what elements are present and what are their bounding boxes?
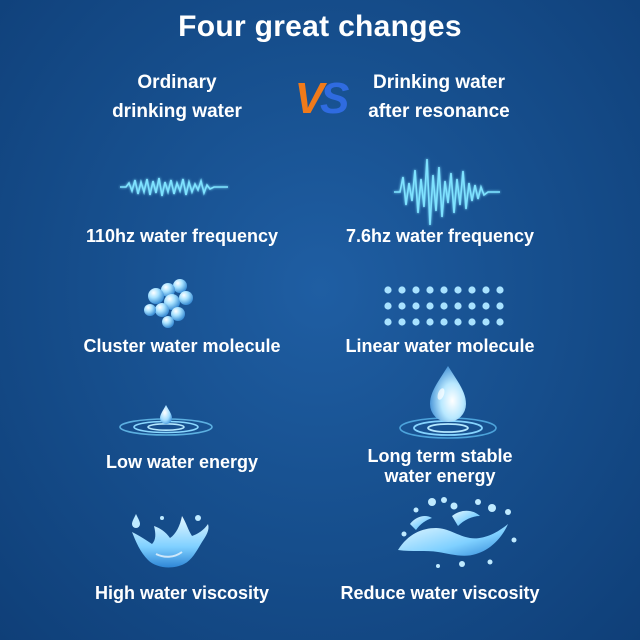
right-frequency-label: 7.6hz water frequency: [345, 226, 535, 246]
page-title: Four great changes: [178, 10, 462, 43]
large-wave-icon: [394, 158, 500, 226]
small-drop-ripple-icon: [119, 405, 213, 436]
left-frequency-label: 110hz water frequency: [85, 226, 279, 246]
left-header-line-1: Ordinary: [137, 72, 217, 93]
right-header-line-1: Drinking water: [373, 72, 505, 93]
left-molecule-label: Cluster water molecule: [83, 336, 281, 356]
left-viscosity-label: High water viscosity: [94, 583, 270, 603]
right-energy-label: Long term stable water energy: [310, 446, 570, 486]
left-column-header: Ordinary drinking water: [72, 68, 282, 126]
small-wave-icon: [120, 177, 228, 197]
molecule-grid-icon: [384, 286, 504, 326]
right-viscosity-label: Reduce water viscosity: [340, 583, 540, 603]
left-energy-label: Low water energy: [105, 452, 259, 472]
right-header-line-2: after resonance: [368, 101, 510, 122]
right-energy-label-line-1: Long term stable: [367, 446, 513, 466]
left-header-line-2: drinking water: [112, 101, 242, 122]
water-splash-fine-icon: [398, 497, 517, 568]
right-energy-label-line-2: water energy: [384, 466, 496, 486]
large-drop-ripple-icon: [399, 366, 497, 439]
vs-logo: VS: [295, 74, 353, 120]
right-molecule-label: Linear water molecule: [345, 336, 535, 356]
water-splash-icon: [132, 514, 209, 568]
molecule-cluster-icon: [144, 279, 193, 328]
right-column-header: Drinking water after resonance: [334, 68, 544, 126]
